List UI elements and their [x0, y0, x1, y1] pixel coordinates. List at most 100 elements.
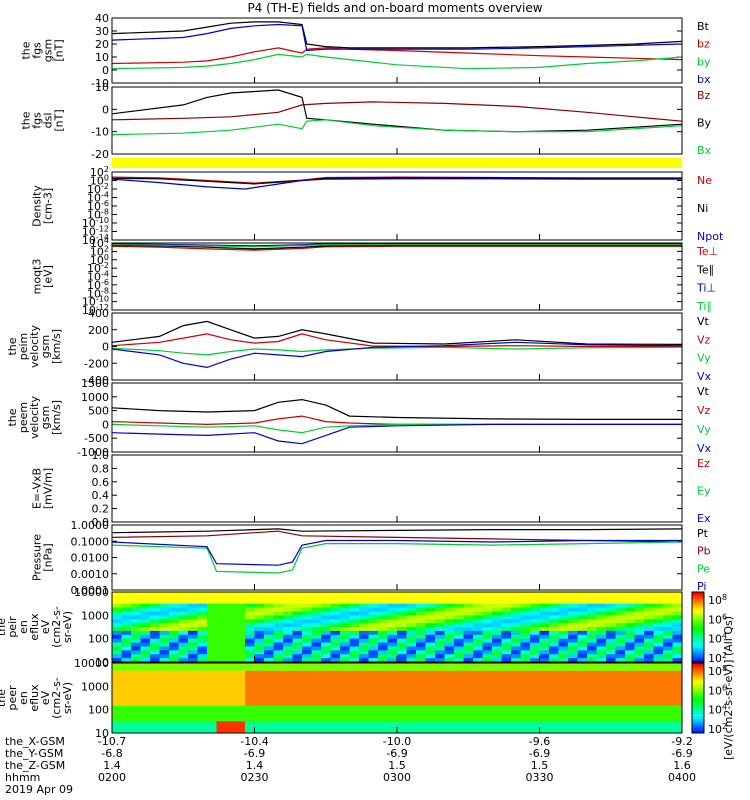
heatmap-cell — [625, 638, 635, 644]
colorbar-frame-peer — [691, 662, 705, 734]
heatmap-cell — [625, 709, 635, 715]
heatmap-cell — [653, 634, 664, 640]
heatmap-cell — [587, 599, 597, 605]
heatmap-cell — [378, 603, 388, 609]
heatmap-cell — [311, 607, 322, 612]
heatmap-cell — [644, 592, 654, 597]
heatmap-cell — [368, 713, 379, 718]
heatmap-cell — [178, 634, 189, 640]
heatmap-cell — [463, 650, 474, 655]
colorbar-cell — [692, 629, 704, 633]
legend-pressure-Pi: Pi — [697, 580, 706, 593]
heatmap-cell — [159, 694, 170, 699]
heatmap-cell — [245, 705, 255, 711]
heatmap-cell — [216, 674, 227, 680]
ytick-pressure-4: 0.0001 — [71, 584, 110, 597]
heatmap-cell — [520, 654, 531, 659]
heatmap-cell — [511, 666, 521, 672]
heatmap-cell — [615, 646, 626, 651]
heatmap-cell — [520, 709, 531, 715]
heatmap-cell — [520, 694, 531, 699]
heatmap-cell — [112, 701, 122, 707]
heatmap-cell — [188, 599, 198, 605]
heatmap-cell — [539, 592, 550, 597]
heatmap-cell — [387, 686, 398, 691]
heatmap-cell — [615, 698, 626, 703]
ytick-temp-6: 10-8 — [87, 286, 109, 300]
heatmap-cell — [245, 686, 255, 691]
heatmap-cell — [663, 690, 673, 695]
heatmap-cell — [644, 623, 654, 628]
heatmap-cell — [387, 654, 398, 659]
heatmap-cell — [140, 650, 151, 655]
heatmap-cell — [283, 674, 293, 680]
heatmap-cell — [444, 686, 455, 691]
heatmap-cell — [254, 627, 265, 632]
heatmap-cell — [321, 701, 331, 707]
heatmap-cell — [140, 599, 151, 605]
heatmap-cell — [245, 630, 255, 636]
heatmap-cell — [406, 599, 417, 605]
heatmap-cell — [425, 666, 436, 672]
heatmap-cell — [245, 709, 255, 715]
heatmap-cell — [511, 686, 521, 691]
heatmap-cell — [520, 595, 531, 601]
heatmap-cell — [520, 592, 531, 597]
heatmap-cell — [454, 729, 464, 734]
colorbar-cell — [692, 648, 704, 651]
heatmap-cell — [568, 619, 578, 624]
heatmap-cell — [169, 638, 179, 644]
heatmap-cell — [587, 694, 597, 699]
xaxis-value-3-2: 0300 — [383, 771, 411, 784]
heatmap-cell — [520, 599, 531, 605]
heatmap-cell — [226, 670, 236, 676]
heatmap-cell — [634, 642, 645, 647]
heatmap-cell — [444, 670, 455, 676]
heatmap-cell — [254, 603, 265, 609]
heatmap-cell — [454, 654, 464, 659]
heatmap-cell — [615, 623, 626, 628]
heatmap-cell — [216, 627, 227, 632]
heatmap-cell — [406, 709, 417, 715]
heatmap-cell — [606, 630, 616, 636]
heatmap-cell — [264, 694, 274, 699]
heatmap-cell — [520, 705, 531, 711]
heatmap-cell — [178, 623, 189, 628]
heatmap-cell — [596, 694, 607, 699]
heatmap-cell — [644, 717, 654, 722]
heatmap-cell — [663, 599, 673, 605]
heatmap-cell — [235, 607, 246, 612]
heatmap-cell — [216, 638, 227, 644]
heatmap-cell — [321, 705, 331, 711]
heatmap-cell — [254, 666, 265, 672]
colorbar-cell — [692, 723, 704, 727]
xaxis-value-2-1: 1.4 — [246, 759, 264, 772]
heatmap-cell — [254, 721, 265, 726]
heatmap-cell — [226, 627, 236, 632]
heatmap-cell — [368, 698, 379, 703]
heatmap-cell — [121, 682, 132, 687]
heatmap-cell — [321, 599, 331, 605]
heatmap-cell — [254, 658, 265, 663]
legend-temp-Te∥: Te∥ — [696, 263, 714, 276]
heatmap-cell — [235, 611, 246, 616]
panel-temp: moqt3[eV] — [31, 242, 683, 311]
heatmap-cell — [549, 725, 559, 730]
heatmap-cell — [454, 607, 464, 612]
heatmap-cell — [340, 654, 350, 659]
heatmap-cell — [454, 701, 464, 707]
heatmap-cell — [492, 721, 502, 726]
heatmap-cell — [140, 623, 151, 628]
heatmap-cell — [473, 701, 483, 707]
heatmap-cell — [131, 630, 141, 636]
heatmap-cell — [463, 634, 474, 640]
heatmap-cell — [150, 611, 160, 616]
xaxis-value-1-1: -6.9 — [244, 747, 265, 760]
heatmap-cell — [311, 642, 322, 647]
heatmap-cell — [454, 619, 464, 624]
heatmap-cell — [530, 682, 540, 687]
heatmap-cell — [634, 607, 645, 612]
heatmap-cell — [302, 650, 312, 655]
heatmap-cell — [463, 638, 474, 644]
